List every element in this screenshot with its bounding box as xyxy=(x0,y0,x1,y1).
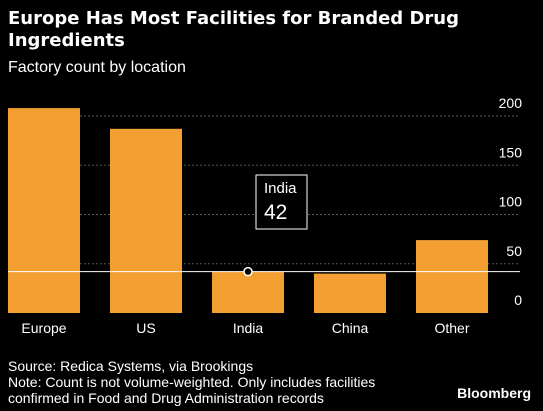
source-note: Source: Redica Systems, via Brookings xyxy=(8,358,254,374)
x-tick-label: US xyxy=(136,320,155,336)
x-tick-label: India xyxy=(233,320,264,336)
y-tick-label: 200 xyxy=(499,95,523,111)
x-tick-label: Other xyxy=(434,320,469,336)
x-tick-label: China xyxy=(332,320,369,336)
x-axis-category-labels: Europe US India China Other xyxy=(21,320,469,336)
chart-subtitle: Factory count by location xyxy=(8,59,186,76)
callout: India 42 xyxy=(255,174,308,230)
bars xyxy=(8,108,488,314)
y-tick-label: 50 xyxy=(506,243,522,259)
bar-europe xyxy=(8,108,80,314)
x-tick-label: Europe xyxy=(21,320,66,336)
bar-other xyxy=(416,240,488,313)
y-tick-label: 100 xyxy=(499,194,523,210)
note-line-2: confirmed in Food and Drug Administratio… xyxy=(8,390,324,406)
bar-us xyxy=(110,128,182,313)
y-axis-tick-labels: 0 50 100 150 200 xyxy=(499,95,523,308)
chart-title-text: Europe Has Most Facilities for Branded D… xyxy=(8,8,459,51)
callout-value: 42 xyxy=(264,201,287,224)
bar-india xyxy=(212,271,284,313)
callout-box xyxy=(255,174,308,230)
chart-title: Europe Has Most Facilities for Branded D… xyxy=(8,8,528,52)
note-line-1: Note: Count is not volume-weighted. Only… xyxy=(8,374,376,390)
bloomberg-logo: Bloomberg xyxy=(457,385,531,401)
bar-china xyxy=(314,273,386,313)
callout-label: India xyxy=(264,180,297,197)
highlight-overlay xyxy=(8,266,520,277)
highlight-marker xyxy=(243,266,253,277)
y-tick-label: 150 xyxy=(499,144,523,160)
y-tick-label: 0 xyxy=(514,292,522,308)
chart-footer: Source: Redica Systems, via Brookings No… xyxy=(8,358,375,406)
